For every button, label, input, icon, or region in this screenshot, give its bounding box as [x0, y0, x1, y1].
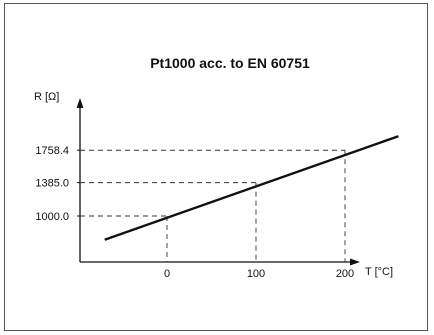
y-tick-label-0: 1000.0 [35, 211, 69, 223]
chart-title: Pt1000 acc. to EN 60751 [150, 55, 310, 71]
x-tick-label-0: 0 [164, 268, 170, 280]
tick-labels: 1000.0 1385.0 1758.4 0 100 200 [35, 145, 354, 280]
y-tick-label-2: 1758.4 [35, 145, 69, 157]
y-tick-label-1: 1385.0 [35, 178, 69, 190]
series-line-0 [104, 135, 399, 241]
y-axis-label: R [Ω] [34, 91, 59, 103]
x-axis-arrow [350, 258, 360, 266]
guide-lines [80, 149, 346, 262]
y-axis-arrow [76, 98, 84, 108]
x-tick-label-2: 200 [336, 268, 354, 280]
series-group [104, 135, 399, 241]
x-axis-label: T [°C] [365, 266, 393, 278]
x-tick-label-1: 100 [247, 268, 265, 280]
chart-frame [4, 3, 428, 331]
